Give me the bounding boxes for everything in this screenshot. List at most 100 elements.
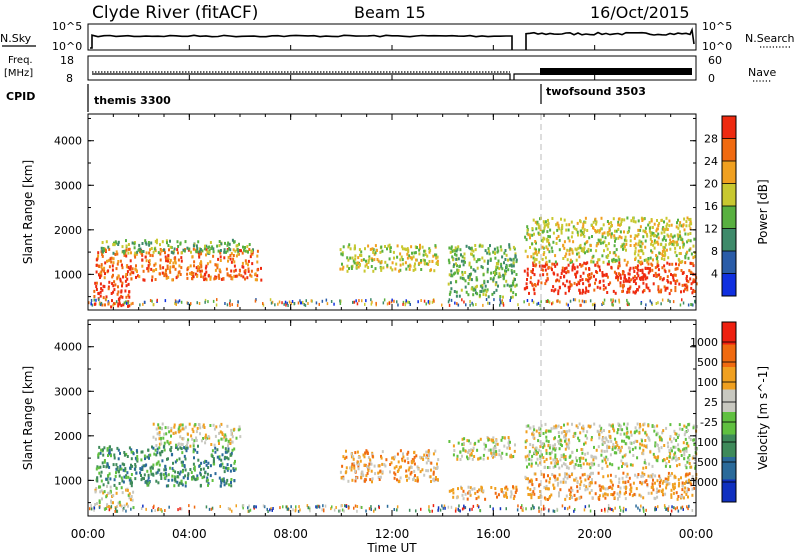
power-cell — [651, 268, 654, 272]
velocity-cell — [564, 458, 567, 461]
velocity-cell — [622, 471, 625, 475]
power-cell — [148, 259, 151, 263]
power-cell — [612, 217, 615, 221]
power-cell — [391, 261, 394, 265]
power-cell — [187, 266, 190, 270]
power-cell — [502, 303, 505, 307]
power-cell — [472, 254, 475, 258]
velocity-cell — [558, 473, 561, 477]
power-cell — [637, 268, 640, 272]
power-cell — [532, 300, 535, 304]
velocity-cell — [640, 504, 642, 508]
power-cell — [514, 278, 516, 281]
power-cell — [134, 251, 137, 255]
velocity-cell — [654, 508, 656, 512]
power-cell — [576, 230, 579, 234]
velocity-cell — [100, 489, 103, 493]
power-cell — [659, 290, 662, 294]
velocity-cell — [535, 429, 538, 433]
velocity-cell — [223, 483, 226, 487]
power-cell — [483, 259, 486, 263]
time-tick-label-3: 12:00 — [375, 527, 410, 541]
velocity-cell — [687, 444, 690, 448]
power-cell — [650, 219, 653, 223]
power-cell — [169, 245, 172, 249]
velocity-cell — [230, 464, 233, 468]
power-cell — [198, 302, 201, 305]
power-cell — [678, 282, 681, 286]
velocity-cell — [425, 450, 428, 454]
velocity-cell — [110, 448, 113, 452]
velocity-cell — [466, 455, 468, 459]
power-cell — [226, 249, 229, 253]
power-cell — [216, 298, 218, 302]
velocity-cell — [120, 504, 123, 508]
velocity-cell — [160, 436, 162, 440]
power-cell — [611, 302, 613, 306]
velocity-cell — [173, 475, 176, 479]
velocity-region-5 — [448, 436, 516, 461]
velocity-cell — [684, 437, 687, 441]
power-cell — [246, 245, 249, 249]
velocity-cell — [614, 446, 617, 450]
power-cell — [210, 247, 213, 250]
velocity-cell — [229, 442, 232, 445]
velocity-cell — [142, 464, 145, 468]
power-cell — [497, 262, 500, 266]
velocity-cell — [119, 464, 122, 468]
velocity-cell — [430, 480, 432, 483]
power-cell — [671, 242, 674, 246]
velocity-cell — [356, 509, 358, 513]
power-cell — [499, 303, 501, 307]
power-cell — [147, 266, 150, 270]
velocity-cell — [188, 422, 191, 426]
velocity-cell — [148, 481, 151, 485]
velocity-cell — [568, 497, 571, 500]
velocity-cell — [537, 463, 540, 467]
power-cell — [545, 245, 548, 249]
velocity-cell — [538, 509, 540, 513]
power-colorbar-swatch-5 — [722, 228, 736, 252]
power-cell — [151, 254, 154, 258]
velocity-cell — [123, 453, 126, 457]
velocity-cell — [685, 425, 688, 429]
velocity-region-1 — [95, 444, 237, 488]
velocity-cell — [463, 437, 466, 441]
power-cell — [204, 300, 206, 304]
power-cell — [198, 250, 201, 254]
power-cell — [454, 252, 456, 256]
velocity-cell — [199, 473, 202, 477]
velocity-cell — [629, 483, 632, 487]
power-cell — [112, 303, 114, 307]
velocity-cell — [344, 471, 347, 475]
velocity-cell — [218, 455, 221, 459]
velocity-cell — [476, 448, 479, 452]
power-cell — [639, 262, 642, 266]
power-cell — [544, 256, 547, 260]
power-cell — [106, 259, 108, 263]
power-cell — [129, 265, 132, 269]
velocity-cell — [357, 467, 360, 471]
velocity-cell — [165, 484, 168, 488]
velocity-cell — [94, 488, 97, 492]
velocity-cell — [157, 468, 160, 472]
velocity-cell — [497, 493, 500, 497]
power-cell — [501, 300, 503, 304]
velocity-cell — [602, 436, 605, 440]
power-cell — [626, 290, 629, 294]
power-cell — [568, 287, 571, 290]
power-cell — [455, 294, 458, 298]
velocity-cell — [425, 469, 428, 473]
velocity-cell — [567, 443, 570, 447]
power-cell — [436, 255, 439, 259]
power-cell — [127, 265, 130, 269]
velocity-cell — [608, 445, 611, 449]
velocity-cell — [447, 505, 450, 509]
power-cell — [433, 269, 436, 273]
power-cell — [546, 276, 549, 280]
velocity-cell — [673, 476, 676, 480]
power-cell — [363, 269, 366, 273]
velocity-cell — [125, 474, 128, 478]
velocity-cell — [117, 470, 120, 474]
